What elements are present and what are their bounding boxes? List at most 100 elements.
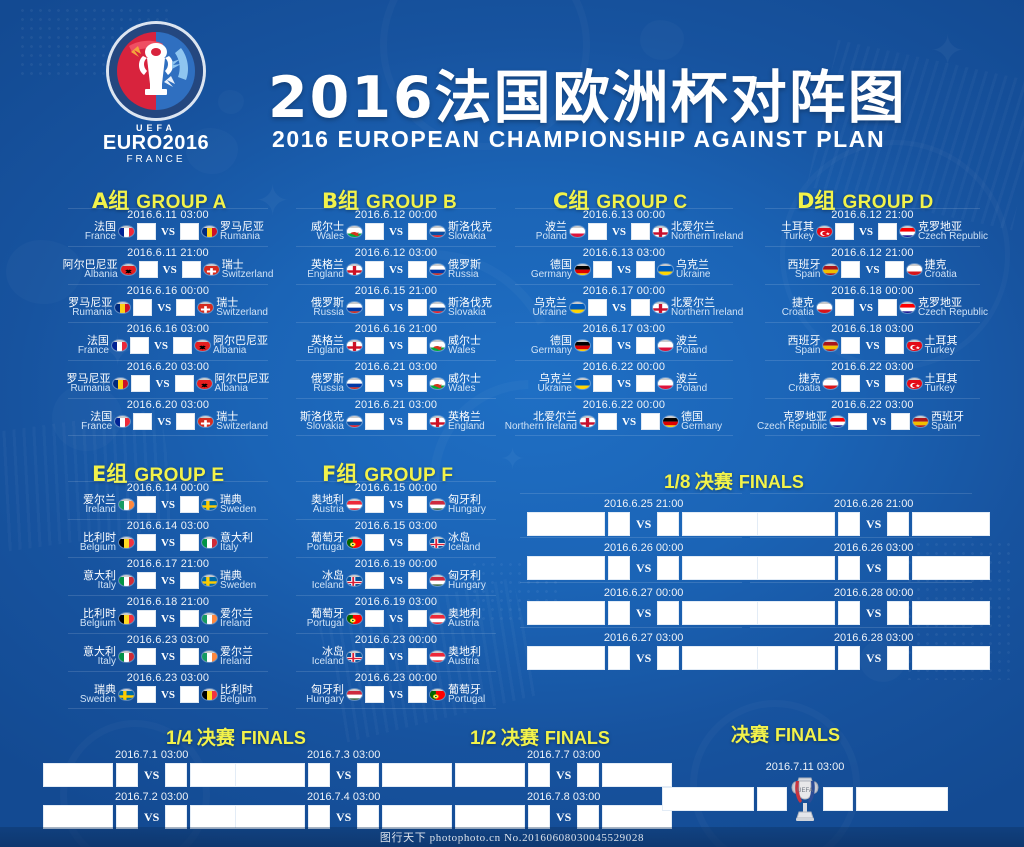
home-team-box[interactable] — [527, 512, 605, 536]
away-score-box[interactable] — [357, 805, 380, 829]
home-score-box[interactable] — [364, 299, 384, 317]
away-team-box[interactable] — [602, 763, 673, 787]
away-score-box[interactable] — [408, 223, 428, 241]
home-score-box[interactable] — [838, 556, 860, 580]
home-score-box[interactable] — [364, 496, 384, 514]
home-team-box[interactable] — [757, 556, 835, 580]
home-score-box[interactable] — [848, 413, 867, 431]
away-score-box[interactable] — [173, 337, 192, 355]
home-team-box[interactable] — [527, 601, 605, 625]
home-score-box[interactable] — [608, 512, 630, 536]
home-score-box[interactable] — [608, 556, 630, 580]
away-team-box[interactable] — [912, 601, 991, 625]
away-score-box[interactable] — [180, 223, 200, 241]
away-score-box[interactable] — [180, 648, 200, 666]
home-score-box[interactable] — [841, 337, 861, 355]
away-team-box[interactable] — [912, 512, 991, 536]
home-team-box[interactable] — [235, 763, 305, 787]
home-team-box[interactable] — [757, 512, 835, 536]
home-score-box[interactable] — [136, 648, 156, 666]
home-score-box[interactable] — [136, 223, 156, 241]
away-score-box[interactable] — [657, 601, 680, 625]
away-score-box[interactable] — [636, 337, 656, 355]
away-score-box[interactable] — [891, 413, 911, 431]
home-score-box[interactable] — [592, 375, 612, 393]
home-score-box[interactable] — [364, 223, 384, 241]
away-score-box[interactable] — [176, 299, 196, 317]
home-score-box[interactable] — [129, 337, 149, 355]
away-score-box[interactable] — [884, 337, 904, 355]
home-team-box[interactable] — [757, 646, 835, 670]
away-score-box[interactable] — [165, 763, 188, 787]
away-score-box[interactable] — [631, 299, 650, 317]
home-score-box[interactable] — [838, 646, 860, 670]
away-score-box[interactable] — [408, 572, 428, 590]
home-team-box[interactable] — [43, 805, 113, 829]
home-score-box[interactable] — [133, 413, 153, 431]
home-score-box[interactable] — [364, 686, 384, 704]
away-score-box[interactable] — [657, 646, 680, 670]
away-score-box[interactable] — [884, 375, 904, 393]
away-score-box[interactable] — [408, 375, 428, 393]
home-score-box[interactable] — [608, 601, 630, 625]
home-team-box[interactable] — [43, 763, 113, 787]
away-score-box[interactable] — [408, 299, 428, 317]
away-score-box[interactable] — [408, 648, 428, 666]
away-score-box[interactable] — [887, 601, 910, 625]
home-team-box[interactable] — [757, 601, 835, 625]
away-score-box[interactable] — [408, 610, 428, 628]
away-score-box[interactable] — [577, 763, 600, 787]
home-score-box[interactable] — [136, 686, 156, 704]
away-score-box[interactable] — [657, 512, 680, 536]
away-score-box[interactable] — [408, 413, 428, 431]
home-team-box[interactable] — [662, 787, 754, 811]
home-score-box[interactable] — [587, 299, 607, 317]
home-score-box[interactable] — [364, 534, 384, 552]
away-score-box[interactable] — [878, 223, 897, 241]
away-score-box[interactable] — [823, 787, 853, 811]
home-score-box[interactable] — [116, 763, 138, 787]
home-score-box[interactable] — [136, 496, 156, 514]
away-score-box[interactable] — [408, 686, 428, 704]
home-score-box[interactable] — [592, 337, 612, 355]
home-score-box[interactable] — [136, 572, 156, 590]
home-score-box[interactable] — [598, 413, 617, 431]
home-score-box[interactable] — [841, 261, 861, 279]
away-score-box[interactable] — [180, 686, 200, 704]
away-score-box[interactable] — [887, 646, 910, 670]
away-score-box[interactable] — [636, 375, 656, 393]
home-team-box[interactable] — [235, 805, 305, 829]
away-team-box[interactable] — [682, 512, 761, 536]
away-team-box[interactable] — [382, 763, 453, 787]
away-team-box[interactable] — [912, 646, 991, 670]
home-score-box[interactable] — [834, 299, 854, 317]
home-team-box[interactable] — [455, 763, 525, 787]
away-score-box[interactable] — [180, 534, 200, 552]
home-team-box[interactable] — [527, 556, 605, 580]
away-team-box[interactable] — [682, 601, 761, 625]
away-score-box[interactable] — [577, 805, 600, 829]
home-score-box[interactable] — [592, 261, 612, 279]
away-score-box[interactable] — [878, 299, 897, 317]
home-score-box[interactable] — [133, 299, 153, 317]
away-score-box[interactable] — [641, 413, 661, 431]
home-score-box[interactable] — [364, 261, 384, 279]
away-score-box[interactable] — [884, 261, 904, 279]
away-score-box[interactable] — [181, 261, 201, 279]
home-score-box[interactable] — [528, 805, 550, 829]
away-score-box[interactable] — [176, 413, 196, 431]
home-score-box[interactable] — [587, 223, 607, 241]
home-score-box[interactable] — [838, 601, 860, 625]
away-score-box[interactable] — [408, 534, 428, 552]
home-score-box[interactable] — [116, 805, 138, 829]
away-team-box[interactable] — [682, 556, 761, 580]
away-score-box[interactable] — [636, 261, 656, 279]
away-score-box[interactable] — [631, 223, 650, 241]
away-score-box[interactable] — [887, 512, 910, 536]
away-score-box[interactable] — [408, 261, 428, 279]
home-score-box[interactable] — [138, 261, 158, 279]
away-score-box[interactable] — [174, 375, 194, 393]
away-score-box[interactable] — [180, 610, 200, 628]
home-score-box[interactable] — [364, 610, 384, 628]
home-team-box[interactable] — [527, 646, 605, 670]
